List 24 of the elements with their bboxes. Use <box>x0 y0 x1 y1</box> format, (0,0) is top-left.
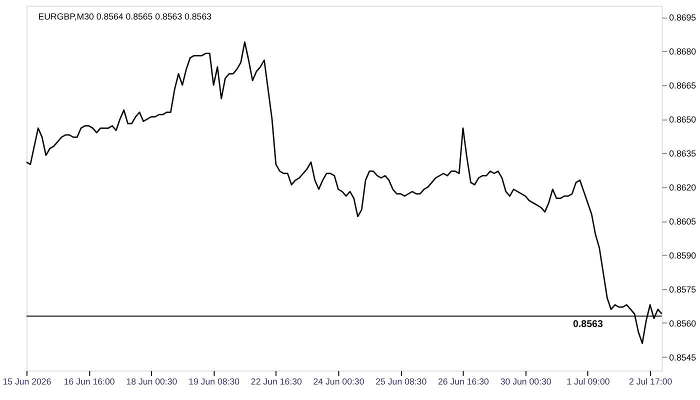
ref-line-label: 0.8563 <box>572 318 604 330</box>
x-tick-label: 2 Jul 17:00 <box>629 376 672 387</box>
text: EURGBP,M30 0.8564 0.8565 0.8563 0.8563 <box>38 12 212 22</box>
y-tick-label: 0.8590 <box>669 250 696 260</box>
y-tick-label: 0.8635 <box>669 148 696 158</box>
y-tick-label: 0.8605 <box>669 216 696 226</box>
y-tick-label: 0.8575 <box>669 284 696 294</box>
y-tick-label: 0.8680 <box>669 46 696 57</box>
x-tick-label: 30 Jun 00:30 <box>500 376 552 387</box>
x-tick-label: 24 Jun 00:30 <box>313 376 364 387</box>
y-tick-label: 0.8545 <box>669 352 696 362</box>
y-tick-label: 0.8560 <box>669 318 696 328</box>
x-tick-label: 15 Jun 2026 <box>2 376 52 387</box>
x-tick-label: 26 Jun 16:30 <box>438 376 490 387</box>
y-tick-label: 0.8695 <box>669 12 696 23</box>
x-tick-label: 19 Jun 08:30 <box>188 376 240 387</box>
y-tick-label: 0.8650 <box>669 114 696 124</box>
y-tick-label: 0.8620 <box>669 182 696 192</box>
x-tick-label: 1 Jul 09:00 <box>566 376 610 387</box>
x-tick-label: 16 Jun 16:00 <box>64 376 115 387</box>
x-tick-label: 25 Jun 08:30 <box>376 376 427 387</box>
y-tick-label: 0.8665 <box>669 80 696 91</box>
x-tick-label: 22 Jun 16:30 <box>250 376 302 387</box>
x-tick-label: 18 Jun 00:30 <box>126 376 178 387</box>
